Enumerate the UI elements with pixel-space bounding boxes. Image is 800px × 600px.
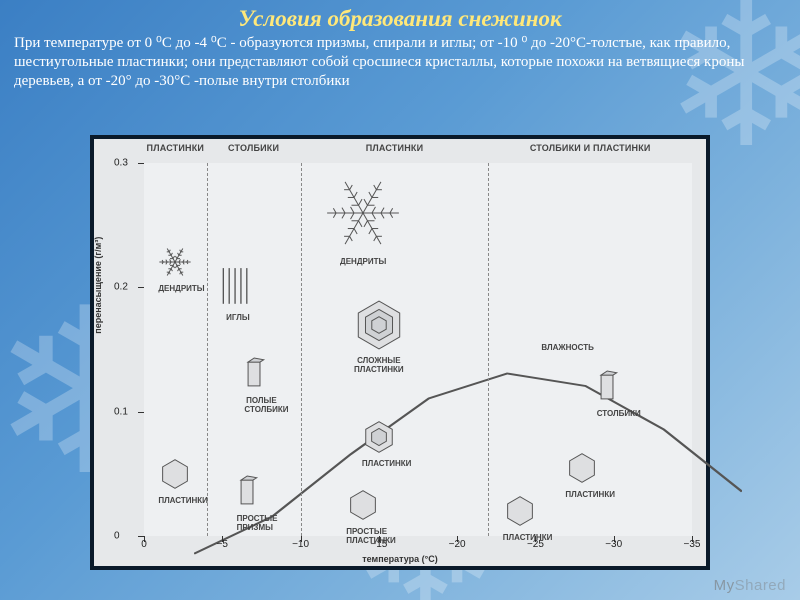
region-divider: [488, 163, 489, 536]
x-tick-label: −35: [684, 539, 701, 550]
humidity-label: ВЛАЖНОСТЬ: [541, 343, 593, 352]
region-label: ПЛАСТИНКИ: [301, 143, 489, 153]
x-tick-label: −20: [449, 539, 466, 550]
x-tick-label: −30: [605, 539, 622, 550]
x-tick-label: −5: [217, 539, 228, 550]
plot-area: [144, 163, 692, 536]
y-tick-label: 0: [114, 531, 120, 542]
region-label: ПЛАСТИНКИ: [144, 143, 207, 153]
crystal-needles: ИГЛЫ: [217, 266, 259, 322]
region-label: СТОЛБИКИ И ПЛАСТИНКИ: [488, 143, 692, 153]
crystal-prism: ПРОСТЫЕ ПРИЗМЫ: [237, 475, 271, 532]
x-tick-label: −10: [292, 539, 309, 550]
slide-title: Условия образования снежинок: [0, 6, 800, 32]
watermark: MyShared: [714, 577, 786, 594]
region-label: СТОЛБИКИ: [207, 143, 301, 153]
morphology-chart: ПЛАСТИНКИСТОЛБИКИПЛАСТИНКИСТОЛБИКИ И ПЛА…: [94, 139, 706, 566]
chart-frame: ПЛАСТИНКИСТОЛБИКИПЛАСТИНКИСТОЛБИКИ И ПЛА…: [90, 135, 710, 570]
x-axis-label: температура (°С): [362, 554, 438, 564]
y-axis-label: перенасыщение (г/м³): [93, 236, 103, 333]
slide-root: ❄ ❄ ❄ Условия образования снежинок При т…: [0, 0, 800, 600]
y-tick-label: 0.1: [114, 406, 128, 417]
slide-description: При температуре от 0 ⁰С до -4 ⁰С - образ…: [14, 34, 786, 90]
x-tick-label: 0: [141, 539, 147, 550]
crystal-column: СТОЛБИКИ: [597, 370, 631, 418]
y-tick-label: 0.2: [114, 282, 128, 293]
crystal-hollow-column: ПОЛЫЕ СТОЛБИКИ: [244, 357, 278, 414]
crystal-plate: ПЛАСТИНКИ: [158, 457, 192, 505]
y-tick: [138, 287, 144, 288]
region-divider: [301, 163, 302, 536]
crystal-simple-plate: ПРОСТЫЕ ПЛАСТИНКИ: [346, 488, 380, 545]
crystal-big-dendrite: ДЕНДРИТЫ: [324, 174, 402, 266]
y-tick-label: 0.3: [114, 158, 128, 169]
crystal-thick-plate: ПЛАСТИНКИ: [362, 420, 396, 468]
crystal-complex-plate: СЛОЖНЫЕ ПЛАСТИНКИ: [353, 299, 405, 374]
region-divider: [207, 163, 208, 536]
y-tick: [138, 412, 144, 413]
crystal-plate: ПЛАСТИНКИ: [565, 451, 599, 499]
crystal-small-dendrite: ДЕНДРИТЫ: [158, 245, 192, 293]
y-tick: [138, 163, 144, 164]
crystal-plate: ПЛАСТИНКИ: [503, 494, 537, 542]
